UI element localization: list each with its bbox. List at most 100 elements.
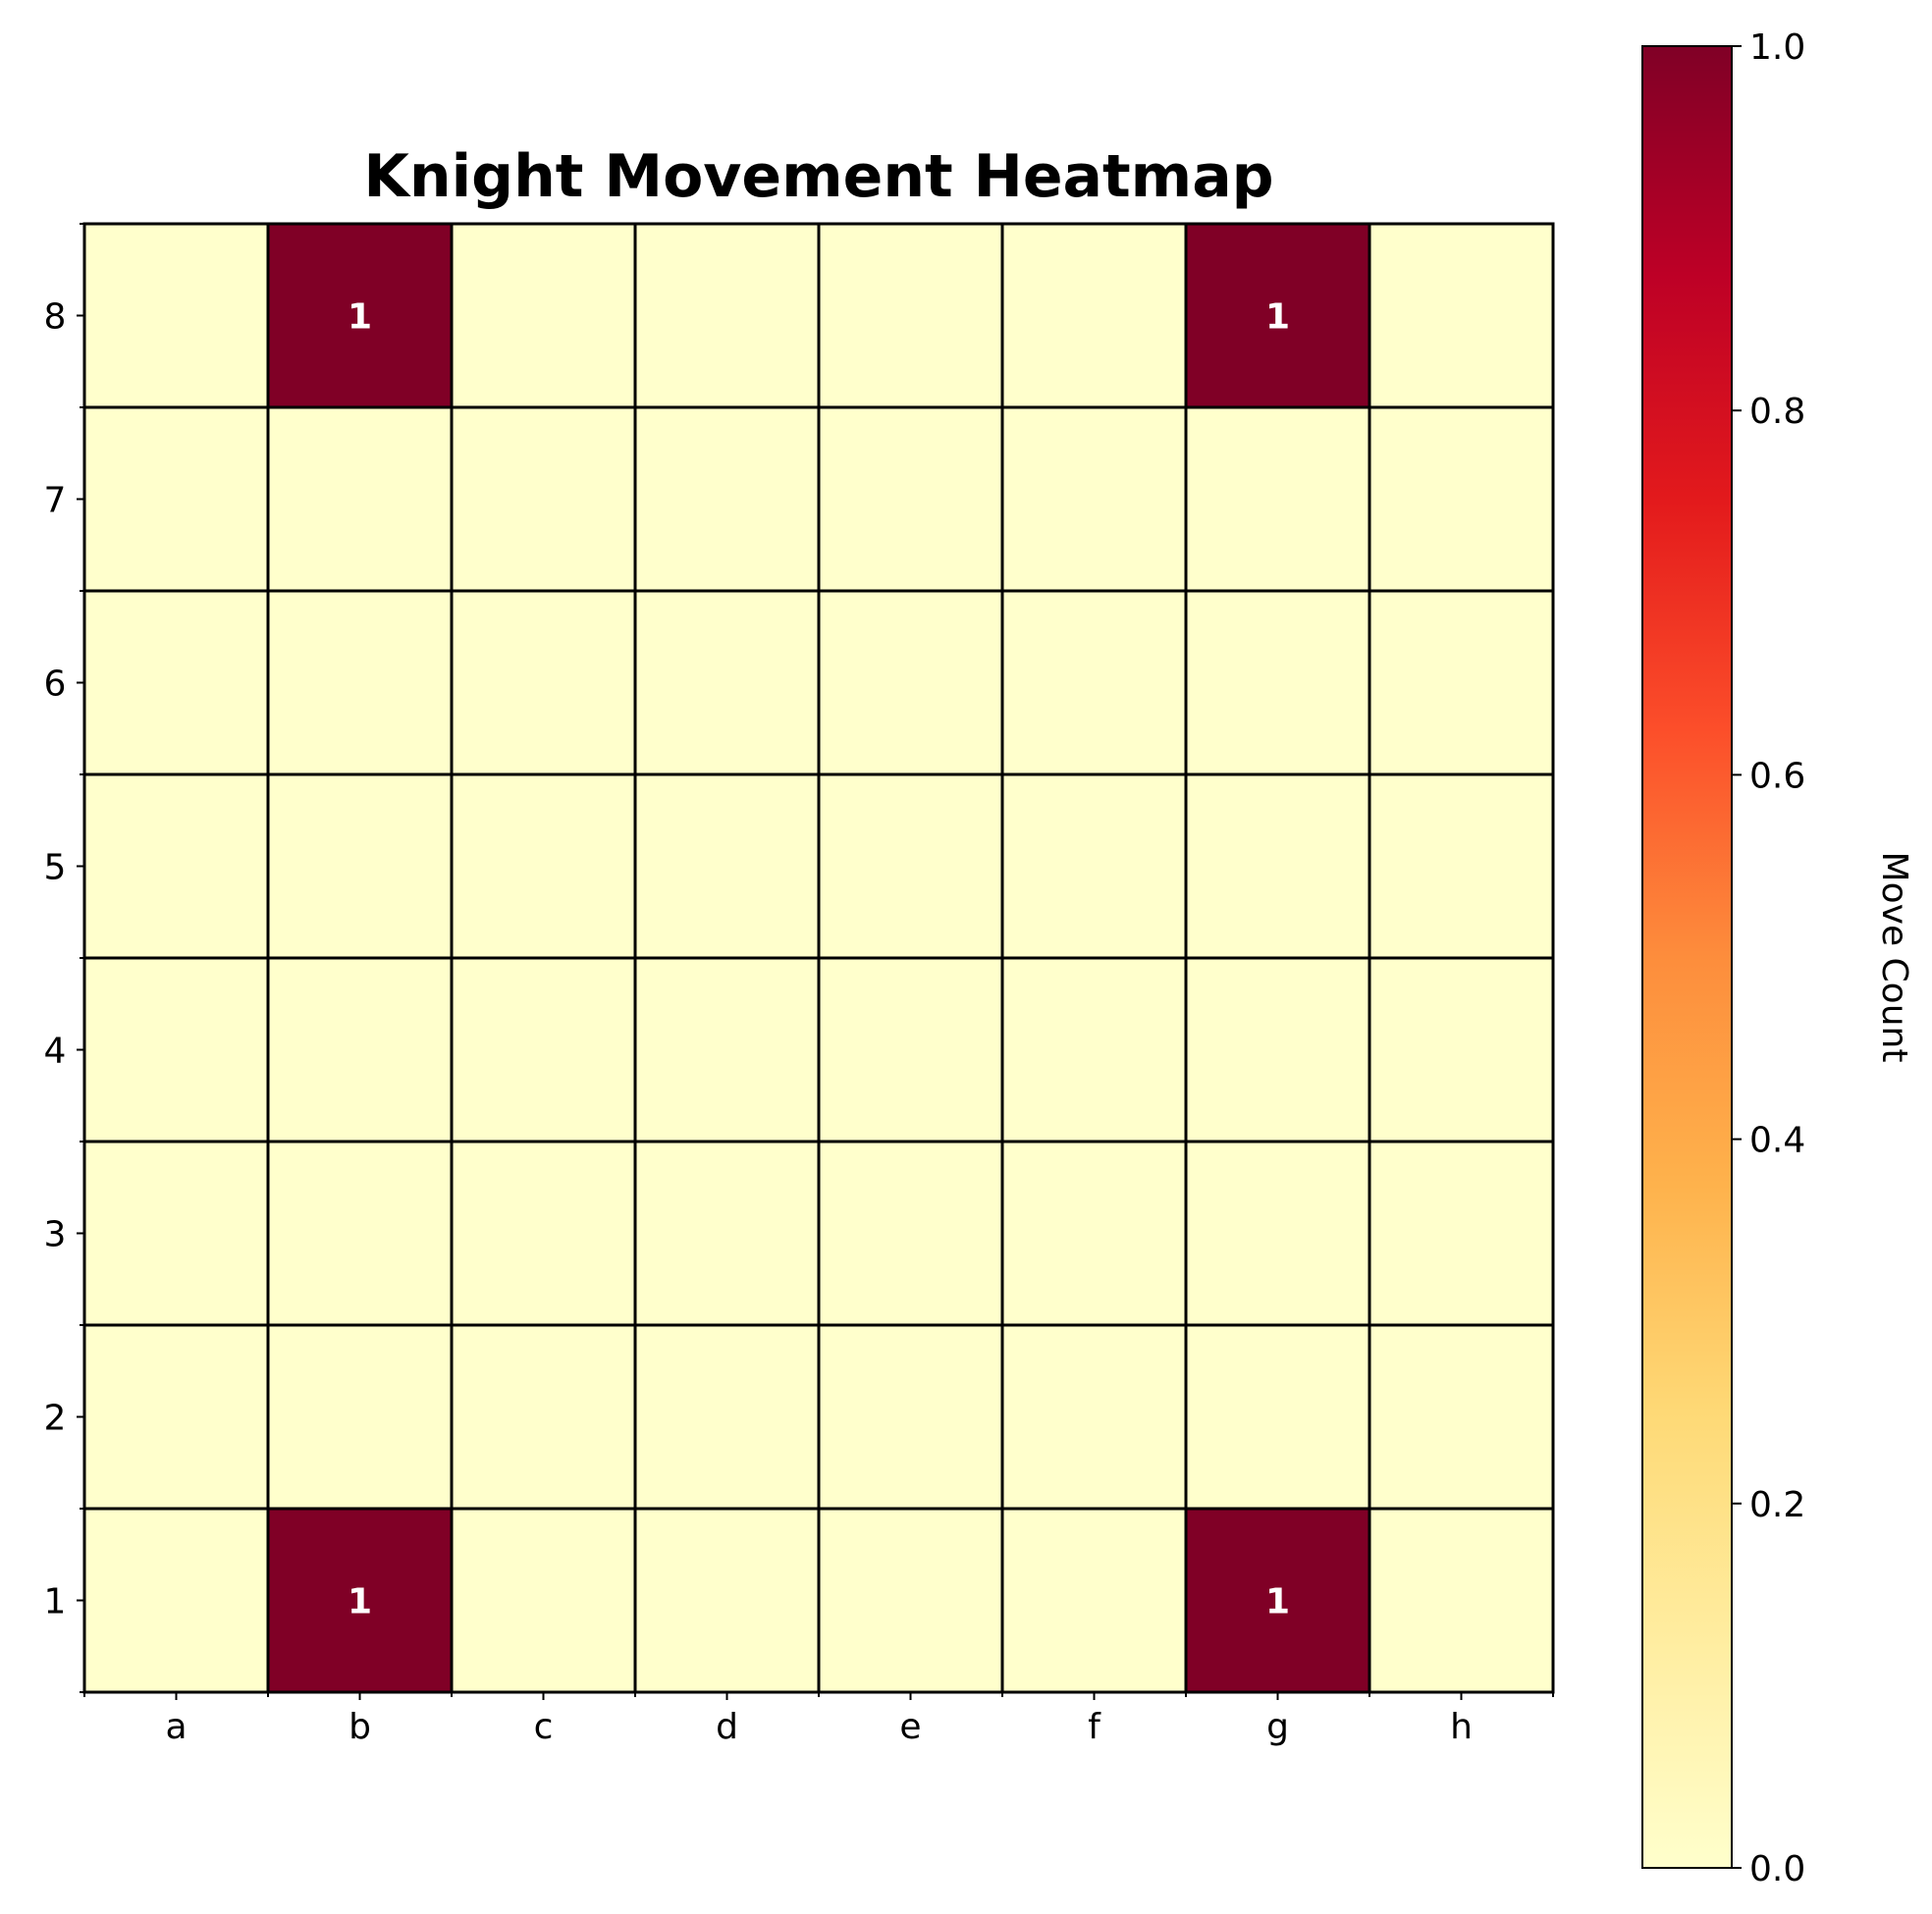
heatmap-cell-g2: [1184, 1323, 1371, 1511]
colorbar-tick-label: 0.8: [1749, 392, 1805, 432]
heatmap-cell-d3: [633, 1140, 821, 1327]
heatmap-cell-a8: [82, 222, 270, 409]
heatmap-cell-b2: [266, 1323, 454, 1511]
heatmap-cell-c7: [450, 405, 637, 593]
heatmap-cell-c2: [450, 1323, 637, 1511]
colorbar: 0.0 0.2 0.4 0.6 0.8 1.0 Move Count: [1641, 27, 1914, 1889]
cell-annotations: 1 1 1 1: [348, 297, 1290, 1622]
heatmap-cell-d6: [633, 589, 821, 776]
y-tick-label-5: 5: [44, 848, 67, 888]
heatmap-cell-e1: [817, 1507, 1004, 1694]
colorbar-tick-label: 0.4: [1749, 1121, 1805, 1161]
heatmap-cell-c6: [450, 589, 637, 776]
heatmap-cell-a2: [82, 1323, 270, 1511]
colorbar-gradient: [1641, 45, 1733, 1869]
heatmap-cell-h6: [1368, 589, 1555, 776]
y-tick-label-3: 3: [44, 1215, 67, 1255]
heatmap-cell-f4: [1000, 956, 1188, 1143]
heatmap-cell-b7: [266, 405, 454, 593]
heatmap-cell-h7: [1368, 405, 1555, 593]
heatmap-cell-e5: [817, 772, 1004, 960]
heatmap-cell-h3: [1368, 1140, 1555, 1327]
y-tick-label-1: 1: [44, 1582, 67, 1622]
heatmap-cell-h5: [1368, 772, 1555, 960]
colorbar-label: Move Count: [1874, 852, 1914, 1063]
heatmap-cell-b6: [266, 589, 454, 776]
x-tick-label-e: e: [899, 1707, 921, 1747]
heatmap-cell-a1: [82, 1507, 270, 1694]
colorbar-tick-label: 0.2: [1749, 1485, 1805, 1525]
x-tick-label-c: c: [534, 1707, 554, 1747]
heatmap-cell-a7: [82, 405, 270, 593]
heatmap-cell-e4: [817, 956, 1004, 1143]
heatmap-cell-g8: [1184, 222, 1371, 409]
heatmap-cell-b4: [266, 956, 454, 1143]
heatmap-cell-e8: [817, 222, 1004, 409]
heatmap-cell-b3: [266, 1140, 454, 1327]
heatmap-cell-h1: [1368, 1507, 1555, 1694]
x-tick-label-a: a: [165, 1707, 187, 1747]
cell-annotation-g8: 1: [1265, 297, 1290, 338]
heatmap-cell-b1: [266, 1507, 454, 1694]
y-tick-label-6: 6: [44, 665, 67, 705]
colorbar-tick-label: 0.0: [1749, 1849, 1805, 1889]
heatmap-cell-d2: [633, 1323, 821, 1511]
heatmap-cell-g4: [1184, 956, 1371, 1143]
heatmap-cell-c8: [450, 222, 637, 409]
heatmap-cell-e6: [817, 589, 1004, 776]
heatmap-cell-h4: [1368, 956, 1555, 1143]
heatmap-cell-c4: [450, 956, 637, 1143]
heatmap-cells: [82, 222, 1555, 1694]
colorbar-ticks: 0.0 0.2 0.4 0.6 0.8 1.0: [1732, 27, 1805, 1889]
colorbar-tick-label: 1.0: [1749, 27, 1805, 68]
colorbar-tick-label: 0.6: [1749, 756, 1805, 796]
heatmap-cell-d7: [633, 405, 821, 593]
heatmap-cell-g5: [1184, 772, 1371, 960]
heatmap-cell-f2: [1000, 1323, 1188, 1511]
heatmap-cell-g1: [1184, 1507, 1371, 1694]
heatmap-cell-f5: [1000, 772, 1188, 960]
heatmap-cell-a6: [82, 589, 270, 776]
heatmap-cell-h2: [1368, 1323, 1555, 1511]
x-tick-label-h: h: [1450, 1707, 1473, 1747]
heatmap-cell-d1: [633, 1507, 821, 1694]
heatmap-cell-c1: [450, 1507, 637, 1694]
heatmap-cell-a5: [82, 772, 270, 960]
y-tick-label-8: 8: [44, 297, 67, 338]
heatmap-cell-g7: [1184, 405, 1371, 593]
heatmap-cell-c3: [450, 1140, 637, 1327]
x-tick-label-f: f: [1088, 1707, 1101, 1747]
y-tick-label-2: 2: [44, 1399, 67, 1439]
y-tick-label-7: 7: [44, 481, 67, 521]
x-tick-label-d: d: [716, 1707, 738, 1747]
heatmap-cell-f6: [1000, 589, 1188, 776]
heatmap-cell-e2: [817, 1323, 1004, 1511]
cell-annotation-b8: 1: [348, 297, 372, 338]
x-axis: a b c d e f g h: [83, 1692, 1554, 1747]
heatmap-cell-e3: [817, 1140, 1004, 1327]
heatmap-cell-a3: [82, 1140, 270, 1327]
heatmap-cell-f7: [1000, 405, 1188, 593]
heatmap-cell-g3: [1184, 1140, 1371, 1327]
cell-annotation-b1: 1: [348, 1582, 372, 1622]
y-axis: 8 7 6 5 4 3 2 1: [44, 223, 84, 1693]
heatmap-cell-f1: [1000, 1507, 1188, 1694]
chart-title: Knight Movement Heatmap: [363, 142, 1273, 211]
cell-annotation-g1: 1: [1265, 1582, 1290, 1622]
heatmap-cell-g6: [1184, 589, 1371, 776]
heatmap-cell-d8: [633, 222, 821, 409]
heatmap-cell-c5: [450, 772, 637, 960]
heatmap-cell-f3: [1000, 1140, 1188, 1327]
y-tick-label-4: 4: [44, 1032, 67, 1072]
heatmap-cell-d4: [633, 956, 821, 1143]
x-tick-label-b: b: [349, 1707, 371, 1747]
x-tick-label-g: g: [1266, 1707, 1289, 1747]
heatmap-cell-e7: [817, 405, 1004, 593]
heatmap-cell-f8: [1000, 222, 1188, 409]
heatmap-cell-a4: [82, 956, 270, 1143]
heatmap-cell-h8: [1368, 222, 1555, 409]
heatmap-cell-d5: [633, 772, 821, 960]
heatmap-cell-b8: [266, 222, 454, 409]
heatmap-cell-b5: [266, 772, 454, 960]
